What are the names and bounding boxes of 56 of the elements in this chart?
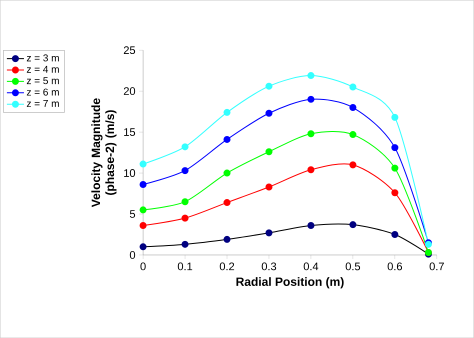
x-axis-title: Radial Position (m): [236, 277, 344, 288]
point: [349, 131, 356, 138]
point: [182, 240, 189, 248]
y-tick-label: 0: [130, 251, 136, 259]
x-tick-label: 0.5: [346, 262, 360, 270]
x-tick-label: 0: [140, 262, 146, 270]
point: [140, 160, 147, 168]
legend-label: z = 3 m: [26, 54, 59, 62]
point: [182, 143, 189, 150]
point: [224, 108, 231, 116]
x-tick-label: 0.6: [388, 262, 402, 270]
point: [224, 236, 231, 243]
legend-label: z = 6 m: [26, 88, 59, 96]
point: [391, 114, 398, 121]
point: [265, 148, 272, 156]
point: [140, 243, 147, 250]
point: [265, 183, 272, 190]
point: [391, 230, 398, 238]
point: [265, 110, 272, 117]
point: [349, 221, 356, 228]
point: [182, 198, 189, 206]
point: [140, 206, 147, 214]
y-axis-title: Velocity Magnitude (phase-2) (m/s): [91, 98, 116, 208]
point: [182, 214, 189, 222]
x-tick-label: 0.1: [178, 262, 192, 270]
point: [307, 166, 314, 174]
point: [265, 82, 272, 90]
point: [391, 164, 398, 172]
point: [307, 96, 314, 103]
point: [224, 170, 231, 176]
y-tick-label: 15: [124, 128, 136, 136]
point: [391, 189, 398, 196]
x-tick-label: 0.7: [430, 262, 444, 270]
point: [140, 180, 147, 188]
point: [140, 222, 147, 229]
point: [307, 222, 314, 229]
legend-label: z = 7 m: [26, 100, 59, 107]
point: [224, 199, 231, 206]
legend-label: z = 5 m: [26, 77, 59, 84]
y-tick-label: 5: [130, 210, 136, 218]
point: [265, 229, 272, 236]
point: [391, 144, 398, 152]
y-tick-label: 25: [124, 46, 136, 54]
point: [349, 83, 356, 90]
y-tick-label: 20: [124, 87, 136, 95]
point: [224, 136, 231, 143]
x-tick-label: 0.2: [220, 262, 234, 270]
x-tick-label: 0.3: [262, 262, 276, 270]
point: [349, 161, 356, 168]
y-tick-label: 10: [124, 169, 136, 177]
point: [307, 72, 314, 80]
legend-label: z = 4 m: [26, 66, 59, 73]
point: [307, 130, 314, 138]
point: [349, 104, 356, 111]
x-tick-label: 0.4: [304, 262, 318, 270]
point: [182, 167, 189, 174]
